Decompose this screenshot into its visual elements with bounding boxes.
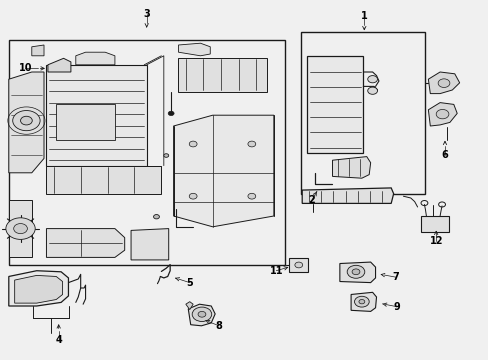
Circle shape [367,87,377,94]
Polygon shape [46,166,161,194]
Polygon shape [9,271,68,306]
Text: 1: 1 [360,11,367,21]
Polygon shape [131,229,168,260]
Text: 11: 11 [269,266,283,276]
Polygon shape [427,72,459,94]
Text: 8: 8 [215,321,222,331]
Circle shape [435,109,448,119]
Polygon shape [178,58,266,92]
Polygon shape [188,304,215,326]
Circle shape [198,311,205,317]
Bar [9,40,285,265]
Polygon shape [173,115,273,227]
Polygon shape [46,65,146,166]
Text: 12: 12 [428,236,442,246]
Text: 9: 9 [393,302,400,312]
Polygon shape [15,275,62,303]
Polygon shape [48,58,71,72]
Text: 6: 6 [441,150,447,160]
Circle shape [20,116,32,125]
Polygon shape [302,188,393,203]
Text: 10: 10 [19,63,32,73]
Polygon shape [9,200,32,257]
Bar [306,56,363,153]
Circle shape [346,265,364,278]
Circle shape [14,224,27,234]
Bar [300,32,425,194]
Circle shape [13,111,40,131]
Bar [56,104,115,140]
Polygon shape [350,292,376,311]
Bar [420,216,448,232]
Polygon shape [185,302,193,310]
Circle shape [351,269,359,275]
Circle shape [189,141,197,147]
Circle shape [192,307,211,321]
Text: 3: 3 [143,9,150,19]
Circle shape [153,215,159,219]
Polygon shape [178,43,210,56]
Circle shape [358,300,364,304]
Polygon shape [32,45,44,56]
Polygon shape [76,52,115,65]
Circle shape [247,141,255,147]
Circle shape [437,79,449,87]
Text: 4: 4 [55,335,62,345]
Circle shape [354,296,368,307]
Polygon shape [427,103,456,126]
Circle shape [6,218,35,239]
Circle shape [294,262,302,268]
Text: 2: 2 [308,195,315,205]
Text: 5: 5 [186,278,193,288]
Polygon shape [339,262,375,283]
Text: 7: 7 [392,272,399,282]
Bar [289,258,307,272]
Polygon shape [9,72,44,173]
Circle shape [247,193,255,199]
Circle shape [189,193,197,199]
Polygon shape [46,229,124,257]
Polygon shape [332,157,370,178]
Circle shape [367,76,377,83]
Circle shape [168,111,174,116]
Circle shape [163,154,168,157]
